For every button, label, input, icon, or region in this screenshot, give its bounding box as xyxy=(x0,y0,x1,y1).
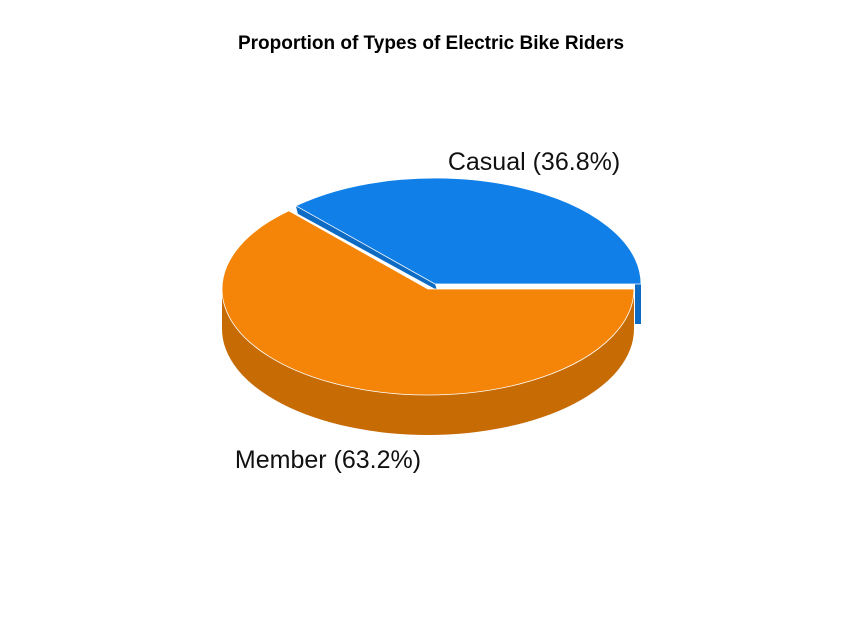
slice-label-member: Member (63.2%) xyxy=(235,446,421,474)
pie-slice-edge-casual xyxy=(635,284,641,324)
pie-slice-casual xyxy=(295,177,642,285)
chart-title: Proportion of Types of Electric Bike Rid… xyxy=(237,33,625,54)
pie-slice-side-member xyxy=(222,289,634,435)
pie-slice-member xyxy=(221,210,635,396)
pie-slice-cut-casual xyxy=(295,205,437,290)
slice-label-casual: Casual (36.8%) xyxy=(448,148,620,176)
